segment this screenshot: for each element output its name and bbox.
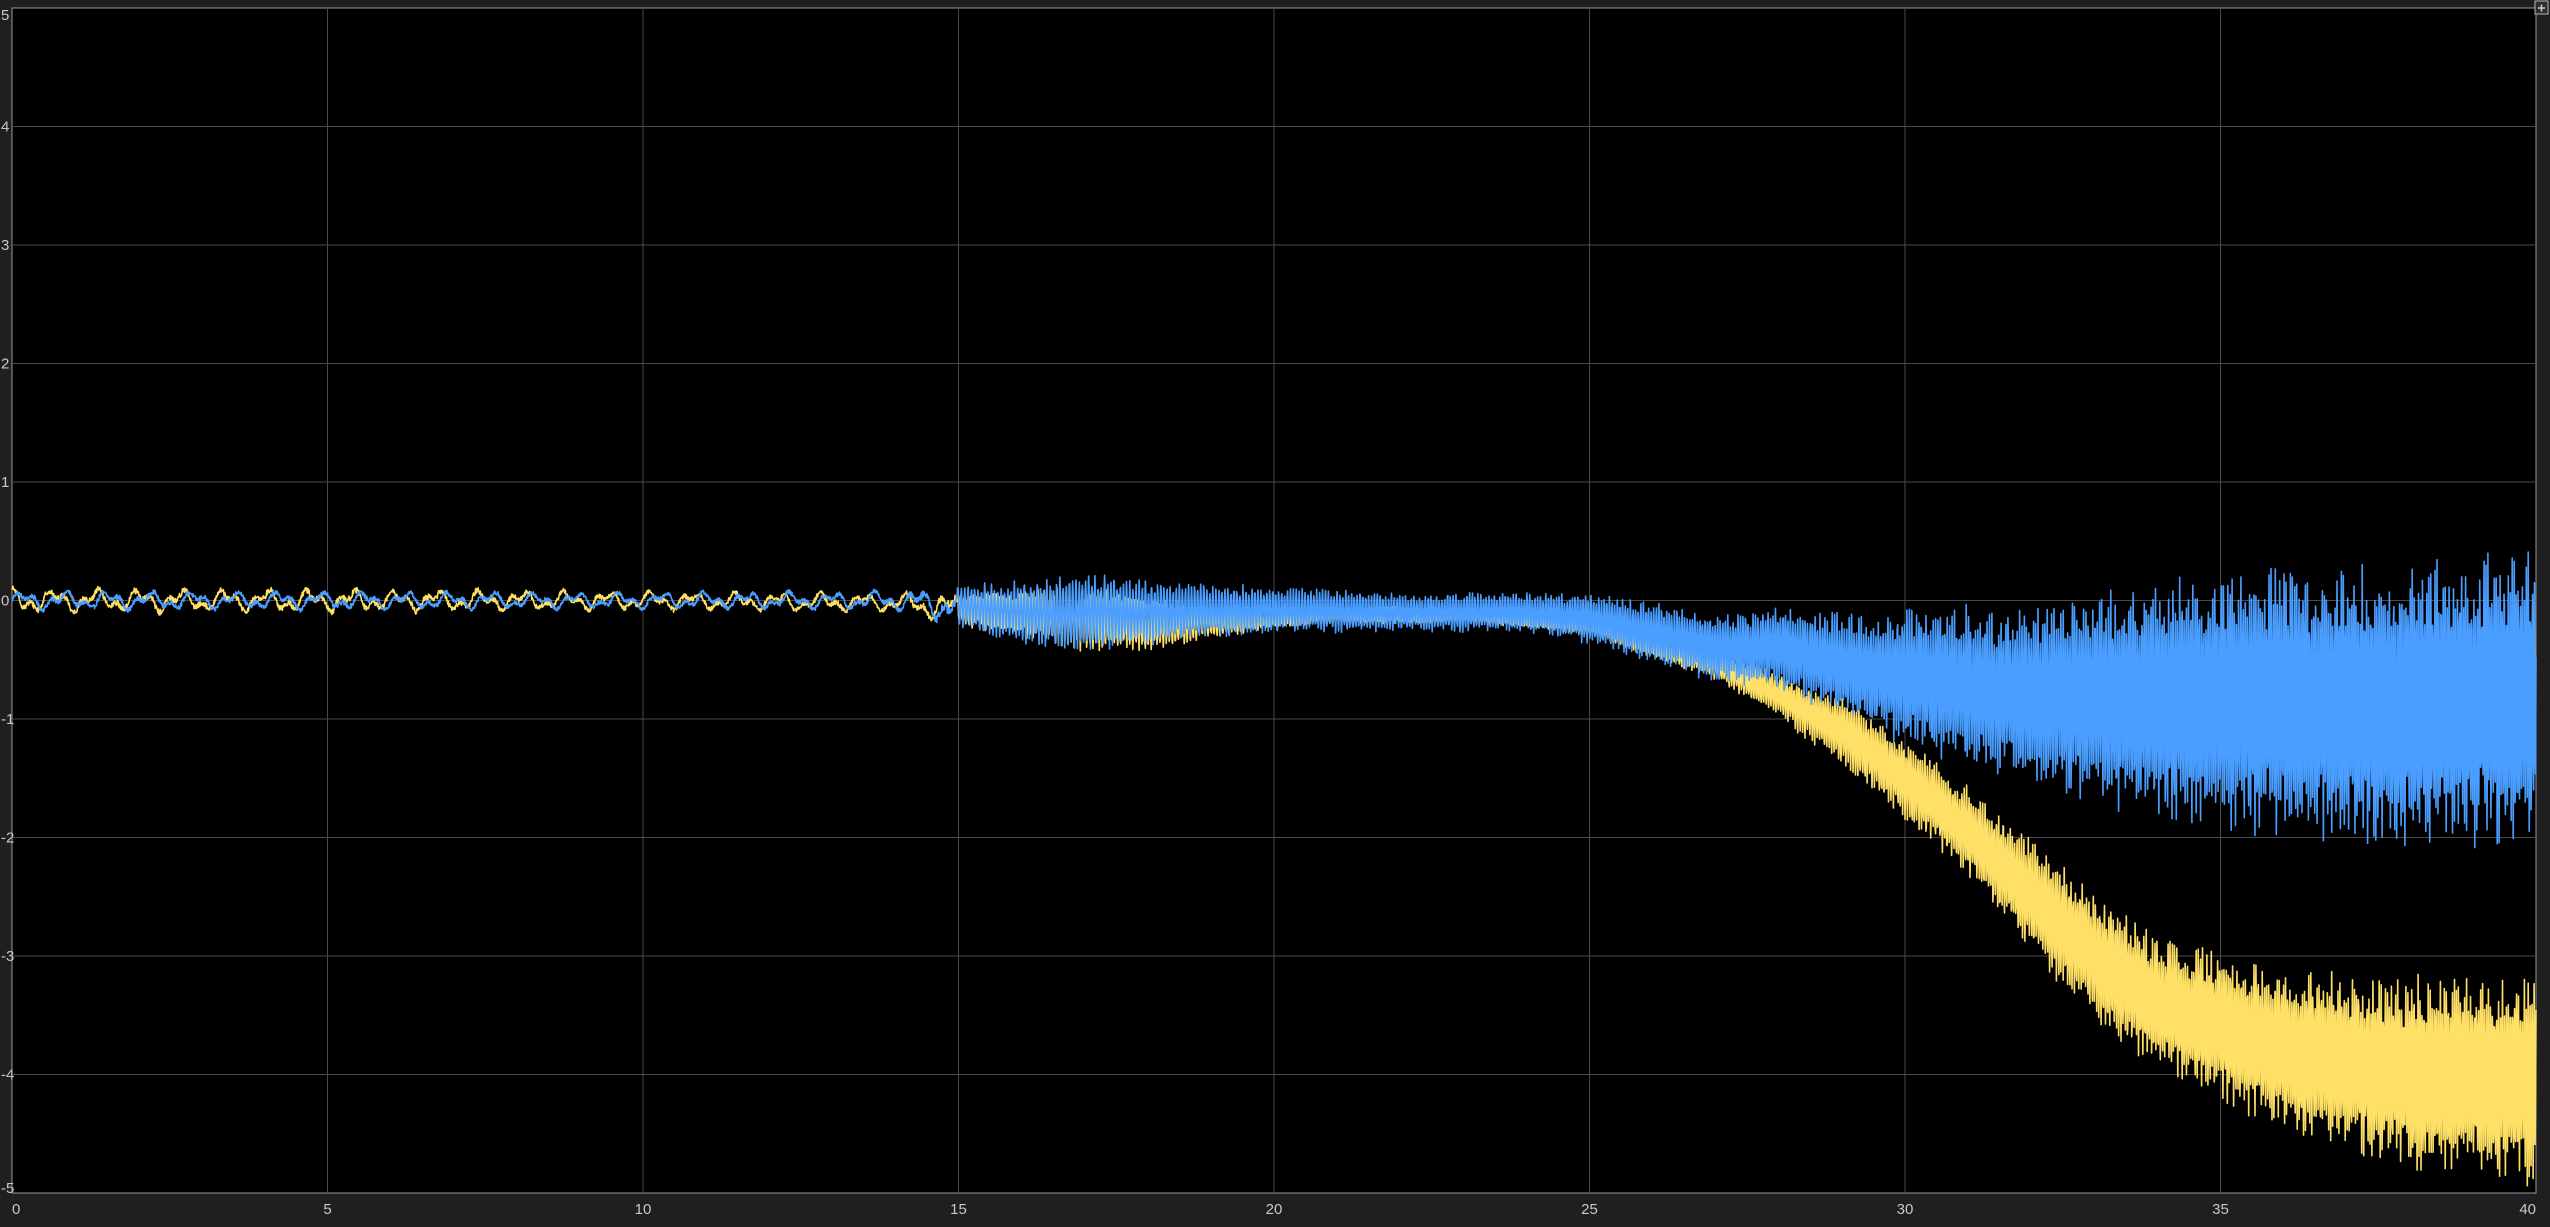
x-tick-label: 10 (635, 1201, 652, 1218)
x-tick-label: 0 (12, 1201, 20, 1218)
x-tick-label: 25 (1581, 1201, 1598, 1218)
y-tick-label: 1 (1, 474, 9, 491)
grid (12, 8, 2536, 1193)
y-tick-label: -5 (1, 1180, 14, 1197)
y-tick-label: 0 (1, 593, 9, 610)
y-tick-label: -2 (1, 830, 14, 847)
y-tick-label: -3 (1, 948, 14, 965)
tick-labels: 0 5 10 15 20 25 30 35 40 -5 -4 -3 -2 -1 0 1 2 3 4 5 (1, 7, 2536, 1218)
x-tick-label: 40 (2519, 1201, 2536, 1218)
x-tick-label: 20 (1266, 1201, 1283, 1218)
expand-axes-button[interactable] (2534, 0, 2549, 15)
x-tick-label: 30 (1897, 1201, 1914, 1218)
y-tick-label: 5 (1, 7, 9, 24)
y-tick-label: -4 (1, 1067, 14, 1084)
series-line-1 (11, 551, 2537, 849)
series-layer (11, 551, 2537, 1187)
y-tick-label: 2 (1, 356, 9, 373)
y-tick-label: 4 (1, 119, 9, 136)
x-tick-label: 35 (2212, 1201, 2229, 1218)
x-tick-label: 15 (950, 1201, 967, 1218)
y-tick-label: 3 (1, 237, 9, 254)
y-tick-label: -1 (1, 711, 14, 728)
x-tick-label: 5 (323, 1201, 331, 1218)
